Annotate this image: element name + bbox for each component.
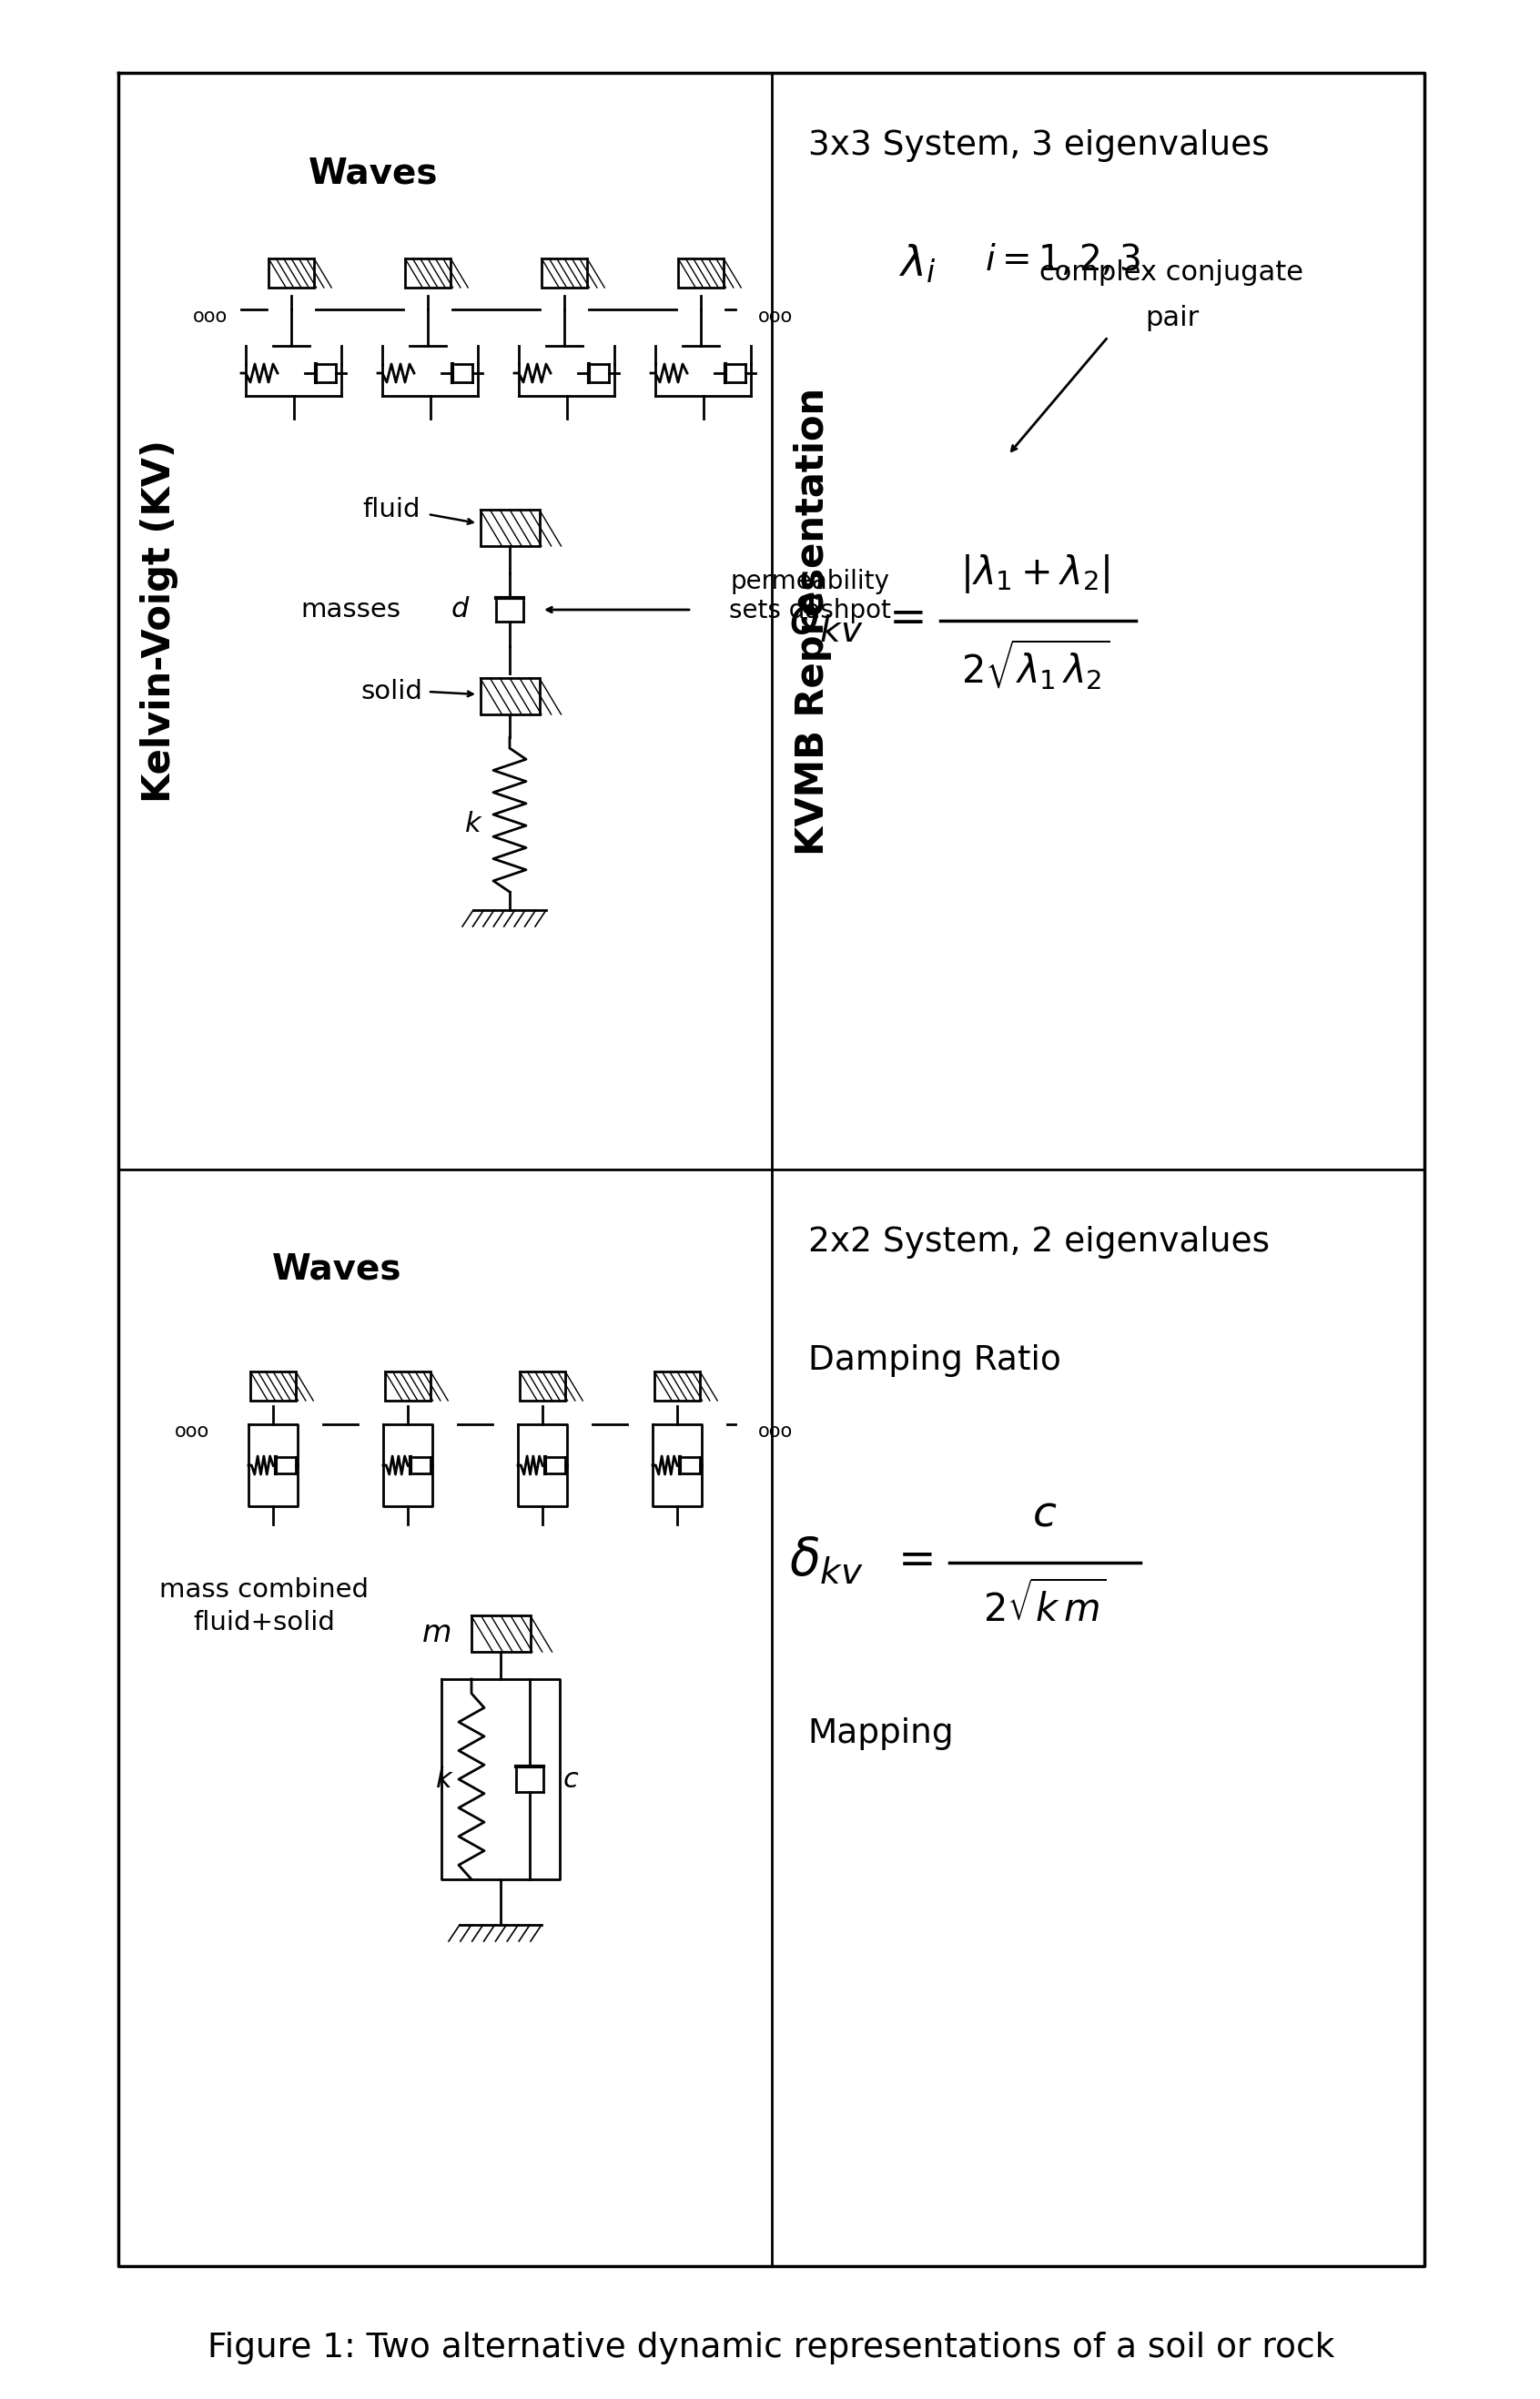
Text: ooo: ooo	[758, 1423, 793, 1442]
Text: =: =	[898, 1540, 936, 1583]
Text: 3x3 System, 3 eigenvalues: 3x3 System, 3 eigenvalues	[808, 130, 1269, 163]
Text: solid: solid	[360, 679, 422, 705]
Text: Waves: Waves	[273, 1252, 402, 1286]
Text: $2\sqrt{\lambda_1\,\lambda_2}$: $2\sqrt{\lambda_1\,\lambda_2}$	[961, 638, 1110, 691]
Text: ooo: ooo	[758, 307, 793, 326]
Text: $|\lambda_1 + \lambda_2|$: $|\lambda_1 + \lambda_2|$	[961, 552, 1110, 595]
Text: permeability
sets dashpot: permeability sets dashpot	[728, 569, 892, 624]
Polygon shape	[385, 1372, 431, 1401]
Text: pair: pair	[1144, 305, 1198, 331]
Polygon shape	[405, 259, 451, 288]
Polygon shape	[251, 1372, 296, 1401]
Text: $2\sqrt{k\,m}$: $2\sqrt{k\,m}$	[983, 1583, 1106, 1631]
Text: KVMB Representation: KVMB Representation	[793, 386, 832, 854]
Text: Waves: Waves	[308, 156, 437, 190]
Polygon shape	[268, 259, 314, 288]
Text: Kelvin-Voigt (KV): Kelvin-Voigt (KV)	[140, 439, 179, 804]
Polygon shape	[542, 259, 587, 288]
Text: $\lambda_i$: $\lambda_i$	[898, 242, 936, 285]
Text: Damping Ratio: Damping Ratio	[808, 1343, 1061, 1377]
Polygon shape	[480, 679, 539, 715]
Text: masses: masses	[300, 597, 400, 621]
Text: complex conjugate: complex conjugate	[1040, 259, 1304, 285]
Polygon shape	[480, 509, 539, 547]
Text: $\delta_{kv}$: $\delta_{kv}$	[788, 593, 864, 643]
Text: c: c	[564, 1766, 579, 1792]
Polygon shape	[654, 1372, 699, 1401]
Text: $i=1, 2, 3$: $i=1, 2, 3$	[984, 242, 1141, 278]
Polygon shape	[471, 1615, 530, 1653]
Text: k: k	[465, 811, 482, 837]
Text: fluid: fluid	[362, 497, 420, 523]
Text: k: k	[436, 1766, 453, 1792]
Text: d: d	[451, 597, 468, 624]
Text: mass combined
fluid+solid: mass combined fluid+solid	[159, 1576, 368, 1636]
Text: c: c	[1033, 1495, 1056, 1535]
Text: Mapping: Mapping	[808, 1718, 953, 1751]
Text: ooo: ooo	[174, 1423, 209, 1442]
Text: m: m	[422, 1619, 451, 1648]
Text: 2x2 System, 2 eigenvalues: 2x2 System, 2 eigenvalues	[808, 1226, 1269, 1259]
Text: $\delta_{kv}$: $\delta_{kv}$	[788, 1535, 864, 1586]
Text: Figure 1: Two alternative dynamic representations of a soil or rock: Figure 1: Two alternative dynamic repres…	[208, 2332, 1335, 2365]
Text: ooo: ooo	[192, 307, 228, 326]
Polygon shape	[519, 1372, 565, 1401]
Text: =: =	[889, 597, 927, 641]
Polygon shape	[678, 259, 724, 288]
